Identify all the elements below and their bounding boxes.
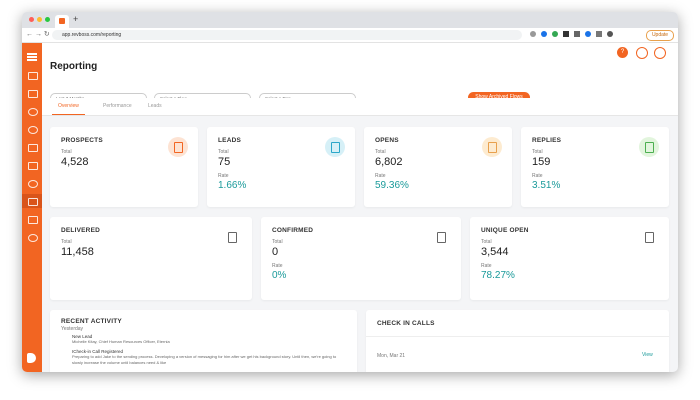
card-icon <box>639 227 659 247</box>
activity-item: ICheck-in Call Registered Preparing to ad… <box>66 349 346 366</box>
stat-card: DELIVERED Total 11,458 <box>50 217 252 300</box>
card-title: DELIVERED <box>61 227 101 234</box>
rate-label: Rate <box>218 173 229 179</box>
section-title: RECENT ACTIVITY <box>61 318 122 325</box>
view-link[interactable]: View <box>642 352 653 358</box>
activity-item: New Lead Michelle Kitay, Chief Human Reso… <box>66 334 346 345</box>
card-title: PROSPECTS <box>61 137 103 144</box>
total-label: Total <box>61 149 72 155</box>
stat-card: CONFIRMED Total 0 Rate 0% <box>261 217 461 300</box>
card-title: UNIQUE OPEN <box>481 227 529 234</box>
total-value: 75 <box>218 156 231 168</box>
card-title: OPENS <box>375 137 399 144</box>
tab[interactable]: Overview <box>52 101 85 115</box>
total-label: Total <box>375 149 386 155</box>
address-bar[interactable]: app.revboss.com/reporting <box>52 30 522 40</box>
icon-glyph <box>488 142 497 153</box>
check-in-calls-card: CHECK IN CALLS Mon, Mar 21 View <box>366 310 669 372</box>
total-value: 159 <box>532 156 551 168</box>
tab[interactable]: Performance <box>103 103 132 109</box>
total-label: Total <box>481 239 492 245</box>
card-icon <box>325 137 345 157</box>
rate-label: Rate <box>375 173 386 179</box>
nav-icon[interactable] <box>28 108 38 116</box>
call-date: Mon, Mar 21 <box>377 353 406 359</box>
menu-icon[interactable] <box>27 53 37 55</box>
rate-label: Rate <box>272 263 283 269</box>
total-value: 6,802 <box>375 156 403 168</box>
icon-glyph <box>645 232 654 243</box>
url: app.revboss.com/reporting <box>62 32 122 38</box>
icon-glyph <box>228 232 237 243</box>
total-label: Total <box>532 149 543 155</box>
rate-value: 59.36% <box>375 180 409 191</box>
rate-value: 78.27% <box>481 270 515 281</box>
tabs: Overview Performance Leads <box>42 98 678 116</box>
rate-value: 3.51% <box>532 180 561 191</box>
tab[interactable] <box>55 15 69 28</box>
total-label: Total <box>272 239 283 245</box>
total-label: Total <box>61 239 72 245</box>
total-label: Total <box>218 149 229 155</box>
rate-label: Rate <box>481 263 492 269</box>
nav-icon[interactable] <box>28 126 38 134</box>
stat-card: UNIQUE OPEN Total 3,544 Rate 78.27% <box>470 217 669 300</box>
section-title: CHECK IN CALLS <box>377 320 435 327</box>
icon-glyph <box>645 142 654 153</box>
total-value: 3,544 <box>481 246 509 258</box>
total-value: 0 <box>272 246 279 258</box>
new-tab[interactable]: + <box>73 14 79 24</box>
stat-card: REPLIES Total 159 Rate 3.51% <box>521 127 669 207</box>
nav-icon[interactable] <box>28 90 38 98</box>
activity-detail: Preparing to add Jake to the sending pro… <box>72 354 337 365</box>
day-label: Yesterday <box>61 326 84 332</box>
stat-card: PROSPECTS Total 4,528 <box>50 127 198 207</box>
notifications-button[interactable] <box>636 47 648 59</box>
card-icon <box>482 137 502 157</box>
tab[interactable]: Leads <box>148 103 162 109</box>
card-icon <box>222 227 242 247</box>
browser-window: + ← → ↻ app.revboss.com/reporting Update… <box>22 12 678 372</box>
sidebar <box>22 43 42 372</box>
activity-title: New Lead <box>72 334 93 339</box>
toolbar: ← → ↻ app.revboss.com/reporting Update <box>22 28 678 43</box>
archived-button[interactable]: Show Archived Flows <box>468 92 530 103</box>
total-value: 11,458 <box>61 246 94 258</box>
icon-glyph <box>174 142 183 153</box>
edit-button[interactable] <box>654 47 666 59</box>
icon-glyph <box>331 142 340 153</box>
tab-bar: + <box>22 12 678 28</box>
card-icon <box>639 137 659 157</box>
card-icon <box>431 227 451 247</box>
update-button[interactable]: Update <box>646 30 674 41</box>
nav-icon[interactable] <box>28 144 38 152</box>
logo <box>27 353 36 363</box>
page-title: Reporting <box>50 61 98 72</box>
card-icon <box>168 137 188 157</box>
nav-icon[interactable] <box>28 180 38 188</box>
card-title: LEADS <box>218 137 242 144</box>
stat-card: OPENS Total 6,802 Rate 59.36% <box>364 127 512 207</box>
nav-icon[interactable] <box>28 216 38 224</box>
activity-title: ICheck-in Call Registered <box>72 349 124 354</box>
nav-icon[interactable] <box>28 72 38 80</box>
nav-icon[interactable] <box>28 234 38 242</box>
rate-label: Rate <box>532 173 543 179</box>
activity-detail: Michelle Kitay, Chief Human Resources Of… <box>72 339 170 344</box>
rate-value: 1.66% <box>218 180 247 191</box>
icon-glyph <box>437 232 446 243</box>
stat-card: LEADS Total 75 Rate 1.66% <box>207 127 355 207</box>
total-value: 4,528 <box>61 156 89 168</box>
recent-activity-card: RECENT ACTIVITY Yesterday New Lead Michel… <box>50 310 357 372</box>
card-title: CONFIRMED <box>272 227 314 234</box>
help-button[interactable]: ? <box>617 47 628 58</box>
nav-icon[interactable] <box>28 162 38 170</box>
card-title: REPLIES <box>532 137 562 144</box>
header <box>42 43 678 98</box>
rate-value: 0% <box>272 270 287 281</box>
